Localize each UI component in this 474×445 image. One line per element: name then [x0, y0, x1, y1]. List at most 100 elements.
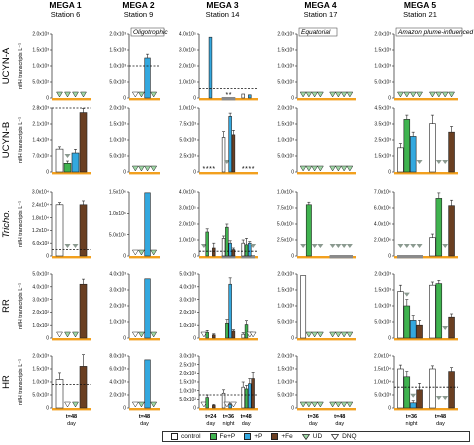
- y-tick-label: 1.2x10⁴: [32, 228, 49, 234]
- y-tick-label: 0: [388, 96, 391, 102]
- bar-fep: [435, 283, 443, 339]
- ud-marker-icon: [150, 165, 158, 172]
- ud-marker-icon: [150, 331, 158, 338]
- bar-fe: [231, 330, 236, 339]
- y-tick-label: 1.5x10³: [374, 288, 391, 294]
- ud-marker-icon: [334, 331, 342, 338]
- y-tick-label: 4.0x10⁵: [179, 32, 196, 38]
- timepoint-label: t=36: [406, 414, 417, 420]
- asterisk-marker: *: [242, 166, 245, 173]
- y-tick-label: 1.5x10³: [179, 380, 196, 386]
- y-tick-label: 3.0x10³: [179, 354, 196, 360]
- x-axis-baseline: [394, 338, 458, 341]
- legend-item-dnq: DNQ: [331, 433, 357, 440]
- y-tick-label: 5.0x10²: [32, 272, 49, 278]
- timepoint-period: day: [206, 421, 215, 427]
- bar-p: [71, 152, 80, 173]
- ud-marker-icon: [316, 331, 324, 338]
- y-tick-label: 5.0x10²: [277, 80, 294, 86]
- panel-r2-c4: 7.0x10⁶ 6.0x10⁶ 4.0x10⁶ 2.0x10⁶ 0: [374, 190, 458, 260]
- y-tick-label: 4.0x10²: [32, 285, 49, 291]
- triangle-marker-icon: [300, 244, 307, 248]
- bar-fep: [403, 119, 411, 173]
- bar-p: [248, 94, 252, 99]
- y-tick-label: 2.0x10³: [32, 354, 49, 360]
- panel-r0-c1: 2.0x10³ 1.5x10³ 1.0x10³ 5.0x10² 0 Oligotrophi…: [109, 27, 168, 102]
- y-tick-label: 0: [46, 170, 49, 176]
- triangle-marker-icon: [435, 160, 442, 164]
- y-tick-label: 0: [388, 336, 391, 342]
- legend-item-fep: Fe+P: [209, 433, 235, 440]
- legend-ud-icon: [301, 433, 310, 440]
- row-label-hr: HR: [1, 375, 12, 389]
- ud-marker-icon: [329, 91, 337, 98]
- timepoint-period: day: [309, 421, 318, 427]
- triangle-marker-icon: [442, 326, 449, 330]
- ud-marker-icon: [346, 401, 354, 408]
- y-tick-label: 1.5x10³: [32, 367, 49, 373]
- asterisk-marker: *: [203, 166, 206, 173]
- y-tick-label: 2.0x10³: [109, 304, 126, 310]
- bar-fe: [416, 389, 423, 409]
- ud-marker-icon: [311, 401, 319, 408]
- legend: control Fe+P +P +Fe UD DNQ: [162, 431, 470, 442]
- y-tick-label: 1.0x10³: [179, 323, 196, 329]
- bar-fe: [79, 283, 88, 339]
- x-axis-baseline: [394, 172, 458, 175]
- y-tick-label: 5.0x10⁵: [109, 232, 126, 238]
- y-axis-title: nifH transcripts L⁻¹: [18, 117, 24, 163]
- ud-marker-icon: [340, 401, 348, 408]
- y-tick-label: 6.0x10³: [32, 241, 49, 247]
- triangle-marker-icon: [442, 160, 449, 164]
- dnq-marker-icon: [131, 401, 139, 408]
- bar-control: [429, 237, 436, 257]
- y-tick-label: 1.5x10³: [109, 122, 126, 128]
- y-tick-label: 3.0x10⁴: [32, 190, 49, 196]
- y-tick-label: 1.5x10³: [109, 48, 126, 54]
- ud-marker-icon: [316, 165, 324, 172]
- y-tick-label: 2.0x10³: [374, 32, 391, 38]
- y-tick-label: 4.0x10³: [179, 285, 196, 291]
- y-tick-label: 5.0x10²: [374, 80, 391, 86]
- ud-marker-icon: [448, 91, 456, 98]
- row-label-tricho: Tricho.: [1, 210, 12, 238]
- panel-r4-c1: 8.0x10³ 6.0x10³ 4.0x10³ 2.0x10³ 0: [109, 354, 160, 412]
- y-tick-label: 0: [193, 336, 196, 342]
- y-tick-label: 1.0x10³: [32, 380, 49, 386]
- ud-marker-icon: [137, 401, 145, 408]
- timepoint-period: day: [335, 421, 344, 427]
- y-tick-label: 2.0x10⁵: [179, 64, 196, 70]
- x-axis-baseline: [129, 338, 160, 341]
- bar-p: [409, 320, 417, 339]
- x-axis-baseline: [394, 408, 458, 411]
- bar-p: [248, 242, 252, 257]
- dnq-marker-icon: [131, 91, 139, 98]
- ud-marker-icon: [150, 401, 158, 408]
- y-tick-label: 1.5x10³: [374, 154, 391, 160]
- y-tick-label: 0: [291, 336, 294, 342]
- y-tick-label: 0: [123, 406, 126, 412]
- triangle-marker-icon: [317, 244, 324, 248]
- asterisk-marker: *: [245, 166, 248, 173]
- triangle-marker-icon: [64, 154, 71, 159]
- x-axis-baseline: [297, 172, 356, 175]
- asterisk-marker: *: [252, 166, 255, 173]
- triangle-marker-icon: [410, 244, 417, 248]
- column-title-5: MEGA 5: [404, 0, 437, 10]
- triangle-marker-icon: [250, 244, 257, 248]
- panel-r4-c4: 2.0x10⁴ 1.5x10⁴ 1.0x10⁴ 5.0x10³ 0: [374, 354, 458, 412]
- x-axis-baseline: [199, 338, 258, 341]
- ud-marker-icon: [334, 91, 342, 98]
- y-tick-label: 2.1x10³: [32, 122, 49, 128]
- y-tick-label: 1.0x10³: [179, 388, 196, 394]
- x-axis-baseline: [394, 256, 458, 259]
- ud-marker-icon: [311, 331, 319, 338]
- y-tick-label: 1.8x10⁴: [32, 215, 49, 221]
- bar-control: [55, 148, 64, 173]
- y-tick-label: 1.5x10³: [277, 367, 294, 373]
- bar-control: [241, 242, 245, 257]
- timepoint-label: t=48: [241, 414, 252, 420]
- column-title-3: MEGA 3: [206, 0, 239, 10]
- triangle-marker-icon: [416, 160, 423, 164]
- panel-r2-c0: 3.0x10⁴ 2.4x10⁴ 1.8x10⁴ 1.2x10⁴ 6.0x10³ 0: [32, 190, 91, 260]
